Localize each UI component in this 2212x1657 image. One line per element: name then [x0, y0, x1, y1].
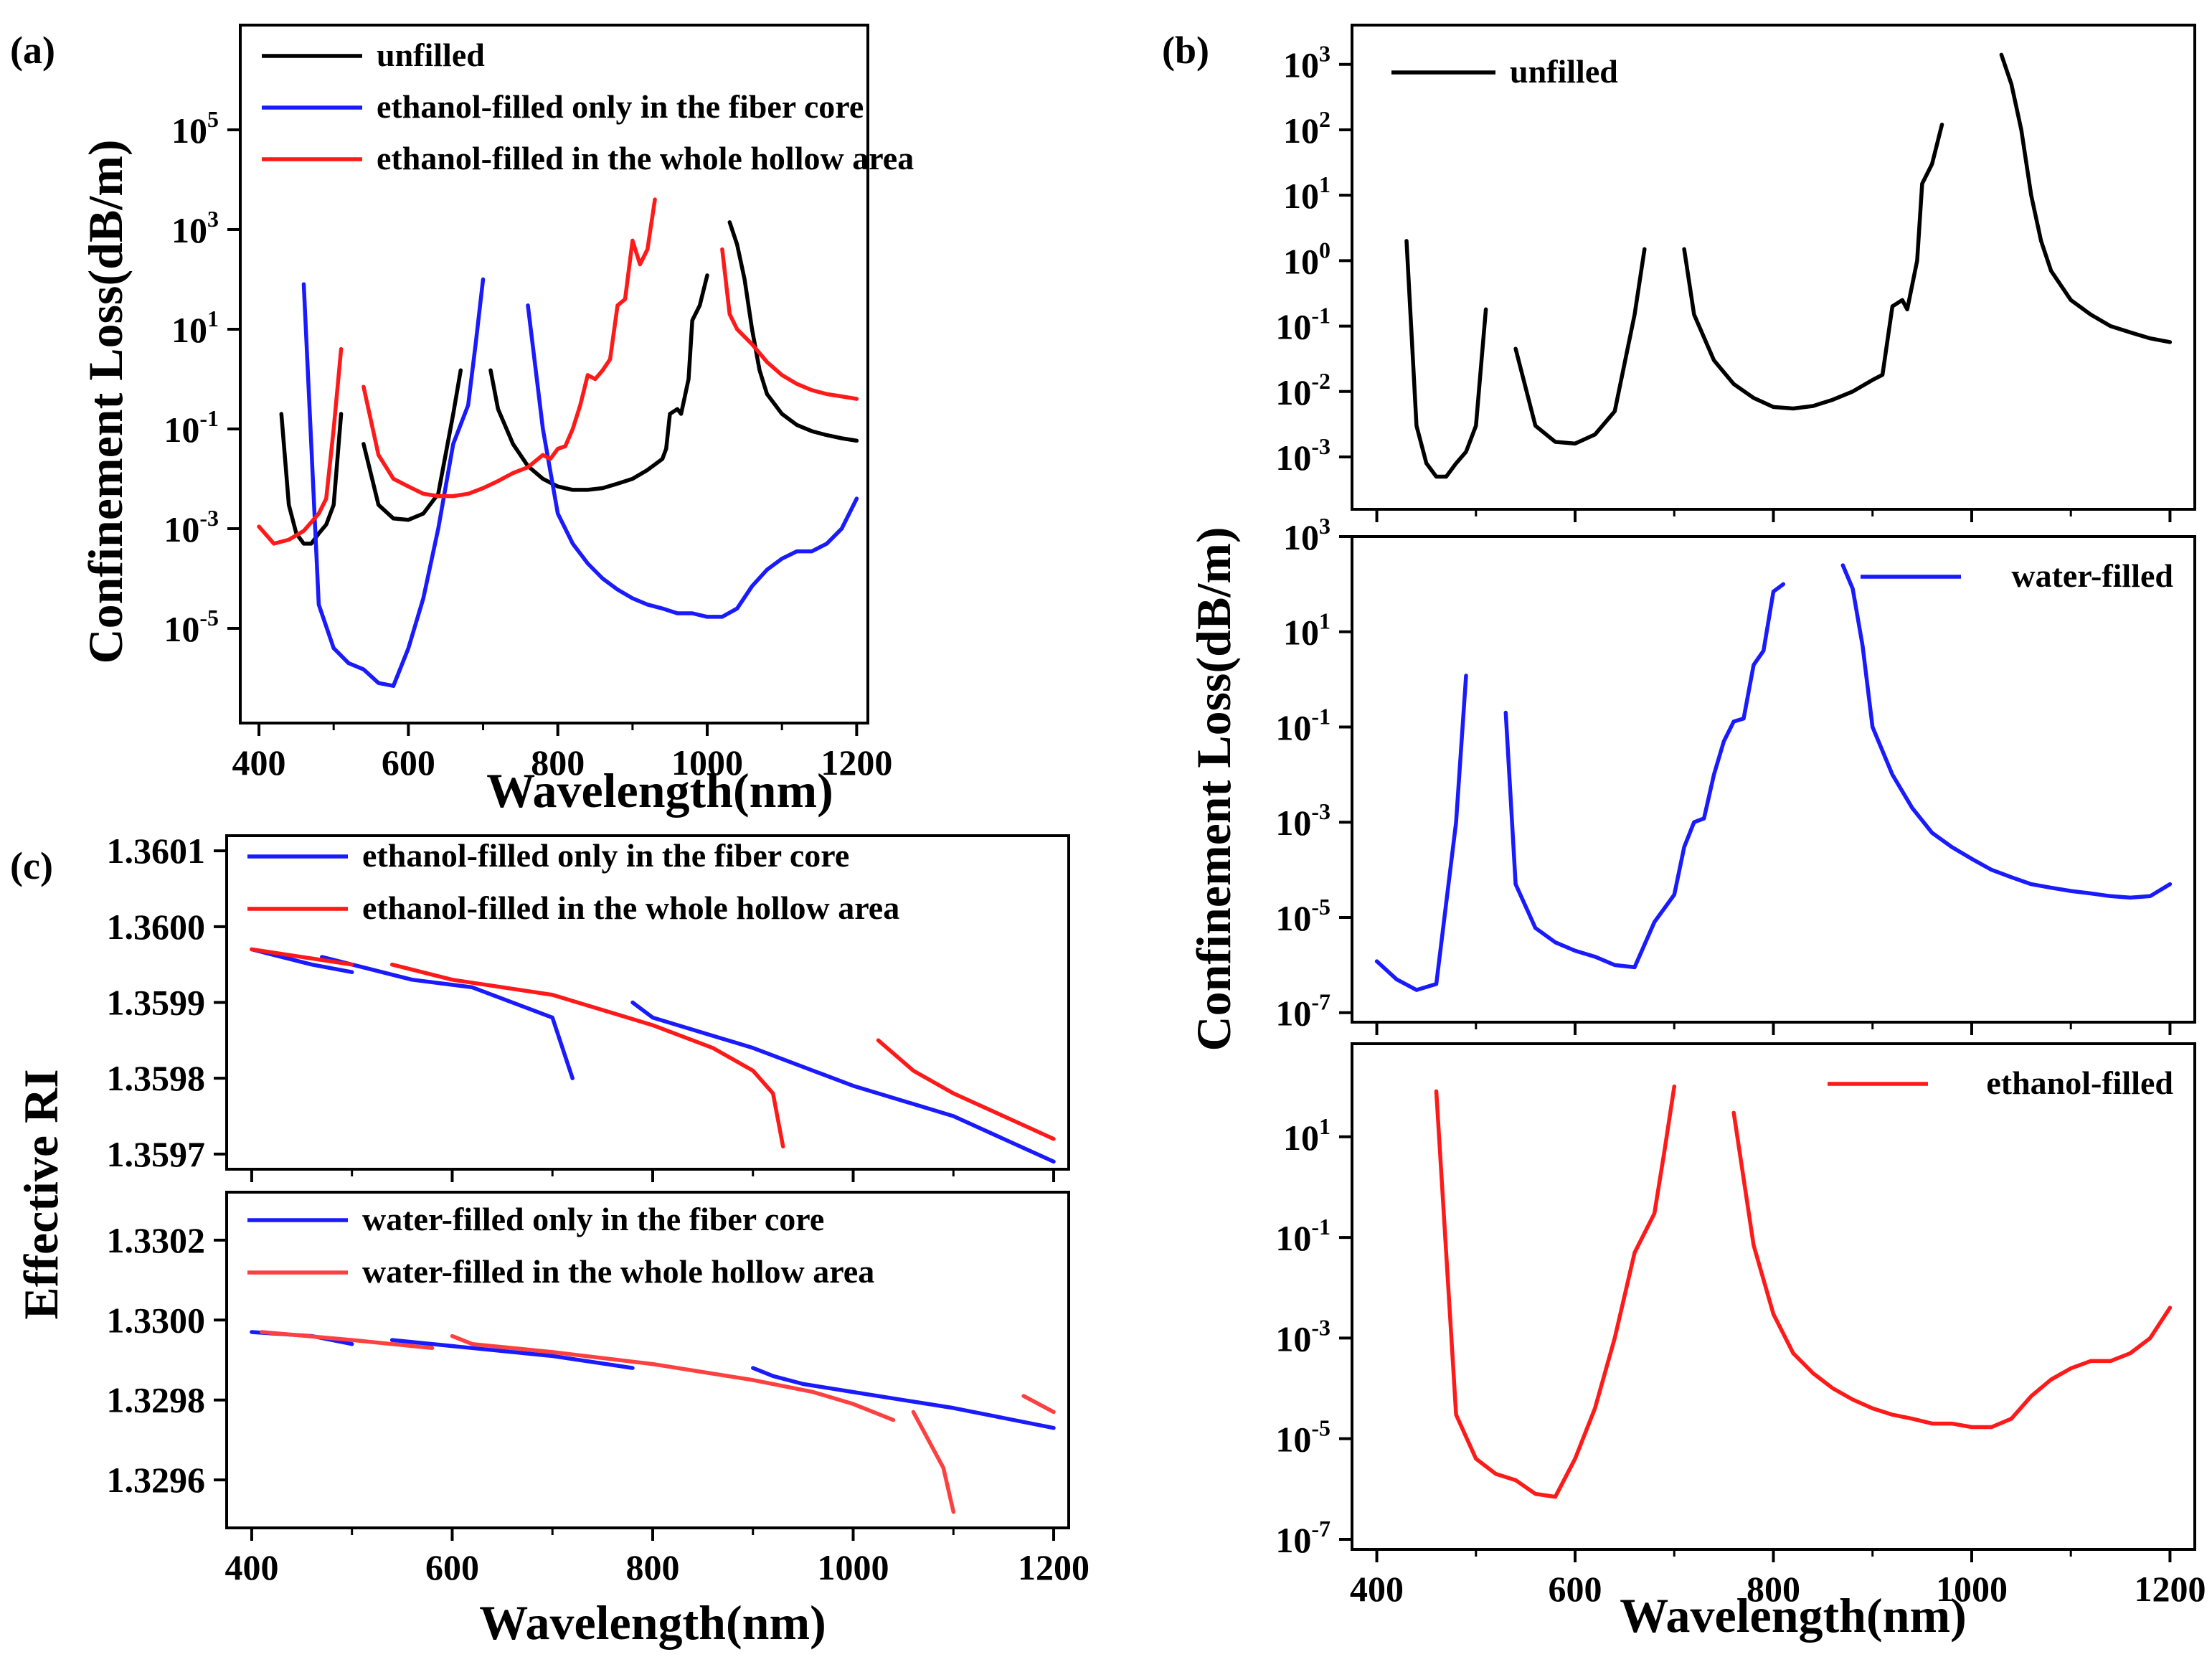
x-tick-label-c2-4: 1200: [1018, 1547, 1090, 1587]
legend-label-a-0: unfilled: [377, 37, 485, 73]
series-line-b1-0-2: [1682, 122, 1944, 411]
panel-label-c: (c): [10, 844, 53, 887]
panel-label-a: (a): [10, 29, 55, 72]
series-line-b2-0-0: [1374, 674, 1468, 992]
series-line-c1-1-0: [250, 947, 354, 967]
series-line-c1-0-0: [250, 947, 354, 974]
y-tick-label-b3-1: 10-5: [1275, 1415, 1330, 1460]
x-tick-label-a-4: 1200: [821, 742, 892, 783]
legend-label-a-1: ethanol-filled only in the fiber core: [377, 88, 864, 125]
legend-label-c2-1: water-filled in the whole hollow area: [362, 1253, 874, 1290]
series-line-a-0-2: [488, 273, 709, 492]
series-line-c2-1-2: [911, 1410, 956, 1514]
legend-label-c1-1: ethanol-filled in the whole hollow area: [362, 889, 899, 926]
plot-frame-a: [239, 24, 869, 724]
series-line-c2-1-1: [450, 1333, 896, 1422]
y-tick-label-c1-2: 1.3599: [107, 983, 206, 1023]
series-line-b1-0-0: [1404, 239, 1488, 479]
series-line-b1-0-1: [1513, 247, 1647, 446]
x-tick-label-b3-3: 1000: [1936, 1569, 2008, 1609]
panel-label-b: (b): [1162, 29, 1209, 72]
panel-a-plot: 400 600 800 1000 120010-510-310-1101103105un…: [164, 24, 914, 783]
y-tick-label-c1-0: 1.3597: [107, 1134, 206, 1174]
plot-frame-c2: [225, 1191, 1070, 1529]
series-line-a-1-0: [301, 277, 486, 688]
y-tick-label-c2-1: 1.3298: [107, 1380, 206, 1420]
y-tick-label-c2-0: 1.3296: [107, 1460, 206, 1500]
x-tick-label-a-2: 800: [531, 742, 585, 783]
legend-label-a-2: ethanol-filled in the whole hollow area: [377, 140, 914, 176]
legend-label-c2-0: water-filled only in the fiber core: [362, 1201, 824, 1237]
series-line-a-0-0: [279, 412, 344, 546]
legend-label-b2-0: water-filled: [2011, 557, 2173, 594]
series-line-c2-1-0: [260, 1330, 435, 1351]
y-tick-label-b2-0: 10-7: [1275, 989, 1330, 1034]
series-line-a-0-3: [727, 220, 859, 443]
series-line-a-2-1: [361, 197, 657, 499]
series-line-b3-0-0: [1434, 1084, 1677, 1499]
y-tick-label-b1-2: 10-1: [1275, 303, 1330, 347]
x-tick-label-c2-3: 1000: [818, 1547, 889, 1587]
series-line-a-2-2: [720, 247, 859, 401]
x-tick-label-a-3: 1000: [671, 742, 743, 783]
x-tick-label-a-1: 600: [382, 742, 435, 783]
legend-label-b1-0: unfilled: [1510, 53, 1618, 90]
series-line-a-1-1: [526, 303, 859, 619]
series-line-a-0-1: [361, 368, 463, 522]
series-line-c1-0-2: [630, 1000, 1056, 1164]
x-tick-label-c2-2: 800: [625, 1547, 679, 1587]
x-tick-label-b3-2: 800: [1747, 1569, 1800, 1609]
x-tick-label-a-0: 400: [232, 742, 286, 783]
y-tick-label-a-5: 105: [171, 106, 219, 151]
y-tick-label-c2-3: 1.3302: [107, 1220, 206, 1260]
x-tick-label-b3-0: 400: [1350, 1569, 1404, 1609]
series-line-a-2-0: [257, 346, 344, 546]
panel-c-ylabel: Effective RI: [14, 1069, 68, 1319]
x-tick-label-c2-1: 600: [425, 1547, 479, 1587]
series-line-b2-0-2: [1840, 563, 2173, 900]
x-tick-label-c2-0: 400: [224, 1547, 278, 1587]
panel-c-xlabel: Wavelength(nm): [479, 1595, 826, 1650]
series-line-c1-0-1: [320, 955, 575, 1080]
y-tick-label-c2-2: 1.3300: [107, 1300, 206, 1340]
panel-b-ylabel: Confinement Loss(dB/m): [1186, 527, 1241, 1051]
y-tick-label-c1-1: 1.3598: [107, 1058, 206, 1098]
y-tick-label-b3-2: 10-3: [1275, 1314, 1330, 1359]
x-tick-label-b3-4: 1200: [2134, 1569, 2206, 1609]
series-line-c2-1-3: [1021, 1394, 1056, 1415]
panel-b-xlabel: Wavelength(nm): [1620, 1588, 1967, 1643]
legend-label-b3-0: ethanol-filled: [1986, 1064, 2173, 1101]
x-tick-label-b3-1: 600: [1549, 1569, 1602, 1609]
series-line-c2-0-2: [751, 1366, 1056, 1430]
series-line-c1-1-1: [389, 962, 785, 1149]
panel-c-water-plot: 400 600 800 1000 1200 1.3296 1.3298 1.3300 1.330…: [107, 1191, 1090, 1587]
series-line-b3-0-1: [1731, 1110, 2173, 1430]
panel-c-ethanol-plot: 1.3597 1.3598 1.3599 1.3600 1.3601 ethanol-fi…: [107, 831, 1070, 1182]
y-tick-label-c1-3: 1.3600: [107, 907, 206, 947]
y-tick-label-c1-4: 1.3601: [107, 831, 206, 871]
series-line-c1-1-2: [876, 1038, 1056, 1141]
series-line-b1-0-3: [1999, 52, 2173, 344]
legend-label-c1-0: ethanol-filled only in the fiber core: [362, 837, 849, 874]
panel-b-ethanol-plot: 400 600 800 1000 120010-710-510-310-1101etha…: [1275, 1042, 2206, 1609]
series-line-b2-0-1: [1503, 582, 1786, 970]
panel-a-xlabel: Wavelength(nm): [486, 763, 833, 818]
series-line-c2-0-1: [389, 1338, 635, 1370]
panel-a-ylabel: Confinement Loss(dB/m): [78, 139, 133, 664]
